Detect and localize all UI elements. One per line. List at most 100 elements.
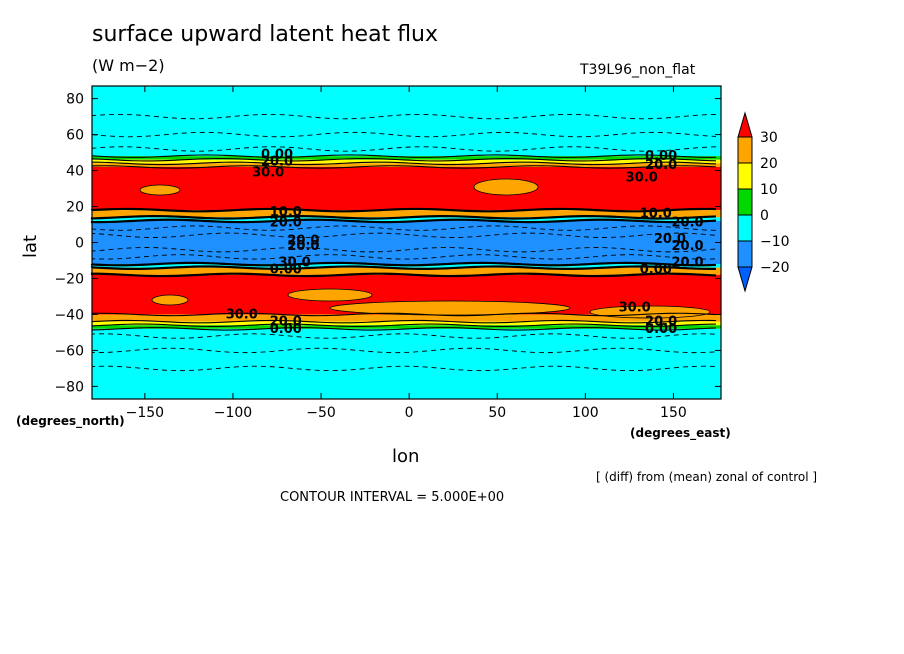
contour-line	[91, 327, 717, 331]
contour-line	[91, 154, 717, 158]
colorbar-label: 30	[760, 130, 778, 146]
contour-label: 20.0	[270, 216, 302, 231]
contour-label: 30.0	[252, 165, 284, 180]
contour-line	[90, 215, 717, 220]
contour-interval: CONTOUR INTERVAL = 5.000E+00	[280, 490, 505, 505]
axes: −150 −100 −50 0 50 100 150 80 60 40 20 0 −20 −40 −60 −8…	[54, 85, 722, 421]
contour-label: 20.0	[287, 234, 319, 249]
contour-line-negative	[91, 347, 717, 354]
value-band	[92, 159, 721, 164]
value-band	[92, 217, 721, 221]
diff-note: [ (diff) from (mean) zonal of control ]	[596, 470, 818, 484]
colorbar-box	[737, 188, 753, 216]
x-tick-label: −50	[306, 405, 336, 421]
value-band	[92, 314, 721, 322]
contour-labels: 0.0020.030.010.020.020.020.030.00.0030.0…	[226, 147, 704, 336]
contour-label: 20.0	[645, 315, 677, 330]
colorbar-label: 0	[760, 208, 769, 224]
colorbar-label: −10	[760, 234, 790, 250]
colorbar: −20 −10 0 10 20 30	[737, 111, 790, 293]
y-tick-label: −40	[54, 307, 84, 323]
y-unit-label: (degrees_north)	[16, 414, 125, 428]
colorbar-box	[737, 214, 753, 242]
contour-line	[91, 323, 717, 327]
y-tick-label: 40	[66, 164, 84, 180]
contour-line	[90, 272, 717, 278]
contour-label: 30.0	[279, 255, 311, 270]
value-band	[92, 267, 721, 275]
contour-label: 0.00	[645, 322, 677, 337]
colorbar-under	[737, 266, 753, 293]
value-band	[92, 86, 721, 157]
contour-line	[91, 161, 717, 166]
blobs-layer	[139, 178, 711, 319]
contour-label: 20.0	[287, 239, 319, 254]
contour-label: 0.00	[645, 149, 677, 164]
value-band	[92, 321, 721, 326]
contour-line	[90, 265, 717, 270]
colorbar-label: 20	[760, 156, 778, 172]
contour-line	[91, 165, 717, 169]
contour-line	[91, 312, 717, 317]
contour-line	[90, 218, 717, 224]
warm-blob	[139, 184, 181, 196]
contour-label: 20.0	[270, 315, 302, 330]
contour-label: 0.00	[640, 262, 672, 277]
chart-units: (W m−2)	[92, 56, 165, 75]
x-tick-label: 100	[572, 405, 599, 421]
contour-line-negative	[91, 232, 717, 238]
contour-line-negative	[91, 225, 717, 231]
x-tick-label: 150	[660, 405, 687, 421]
contour-label: 20.0	[671, 255, 703, 270]
contour-label: 10.0	[640, 207, 672, 222]
contour-line-negative	[91, 333, 717, 339]
y-tick-label: 80	[66, 92, 84, 108]
value-band	[92, 156, 721, 160]
contour-line	[90, 261, 717, 267]
contour-line	[90, 207, 717, 213]
value-band	[92, 328, 721, 399]
value-band	[92, 163, 721, 167]
contour-label: 0.00	[261, 147, 293, 162]
contour-label: 20.0	[671, 239, 703, 254]
warm-blob	[151, 294, 189, 306]
y-tick-label: −80	[54, 379, 84, 395]
warm-blob	[287, 288, 373, 302]
colorbar-label: −20	[760, 260, 790, 276]
contour-label: 20.0	[645, 158, 677, 173]
contour-label: 30.0	[619, 300, 651, 315]
contour-line	[91, 319, 717, 324]
chart-title: surface upward latent heat flux	[92, 22, 439, 47]
y-tick-label: 0	[75, 236, 84, 252]
contour-line-negative	[91, 146, 717, 152]
y-tick-label: −60	[54, 343, 84, 359]
contour-line-negative	[91, 131, 717, 138]
run-label: T39L96_non_flat	[580, 62, 696, 78]
contour-lines	[90, 113, 717, 372]
value-band	[92, 166, 721, 211]
warm-blob	[473, 178, 539, 196]
x-tick-label: 0	[405, 405, 414, 421]
contour-label: 20.0	[261, 155, 293, 170]
y-tick-label: 60	[66, 128, 84, 144]
colorbar-label: 10	[760, 182, 778, 198]
contour-line-negative	[91, 365, 717, 372]
value-band	[92, 220, 721, 265]
x-tick-label: 50	[488, 405, 506, 421]
colorbar-over	[737, 111, 753, 138]
contour-line-negative	[91, 254, 717, 260]
y-tick-label: 20	[66, 200, 84, 216]
colorbar-box	[737, 136, 753, 164]
contour-label: 10.0	[270, 205, 302, 220]
contour-label: 20.0	[671, 216, 703, 231]
contour-label: 30.0	[626, 171, 658, 186]
x-tick-label: −100	[214, 405, 252, 421]
x-tick-label: −150	[126, 405, 164, 421]
contour-line-negative	[91, 247, 717, 253]
contour-line	[91, 158, 717, 162]
contour-label: 0.00	[270, 322, 302, 337]
value-band	[92, 325, 721, 329]
x-axis-label: lon	[392, 446, 420, 467]
colorbar-box	[737, 240, 753, 268]
